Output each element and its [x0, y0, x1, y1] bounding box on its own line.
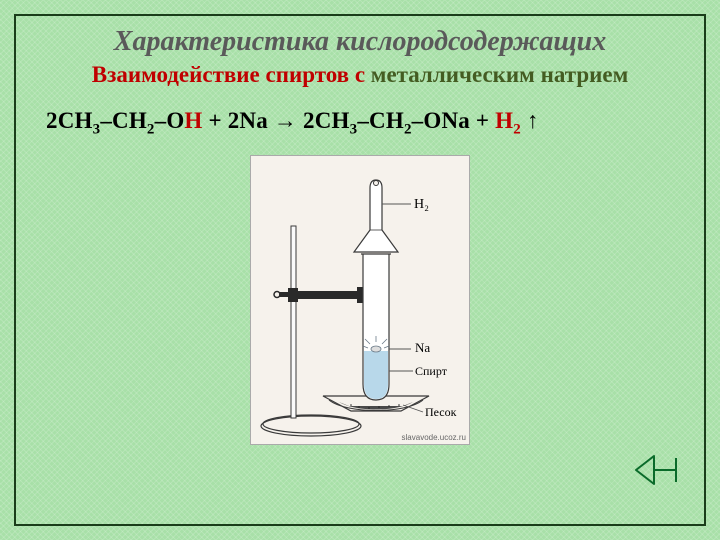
stand-rod [291, 226, 296, 418]
label-na: Na [415, 340, 430, 355]
label-sand: Песок [425, 405, 457, 419]
label-h2: H₂ [414, 197, 429, 212]
slide: Характеристика кислородсодержащих Взаимо… [0, 0, 720, 540]
subtitle: Взаимодействие спиртов с металлическим н… [36, 62, 684, 88]
watermark: slavavode.ucoz.ru [402, 433, 466, 442]
label-alcohol: Спирт [415, 364, 448, 378]
reaction-equation: 2СН3–СН2–ОН + 2Na → 2СН3–СН2–ОNa + Н2 ↑ [46, 108, 684, 139]
liquid [364, 351, 388, 399]
subtitle-part-2: металлическим натрием [371, 62, 628, 87]
slide-frame: Характеристика кислородсодержащих Взаимо… [14, 14, 706, 526]
back-icon[interactable] [632, 452, 678, 488]
test-tube [361, 254, 391, 400]
diagram-container: H₂ Na Спирт Песок slavavode.ucoz.ru [250, 155, 470, 445]
subtitle-part-1: Взаимодействие спиртов с [92, 62, 371, 87]
apparatus-diagram: H₂ Na Спирт Песок [251, 156, 469, 444]
title: Характеристика кислородсодержащих [36, 26, 684, 58]
